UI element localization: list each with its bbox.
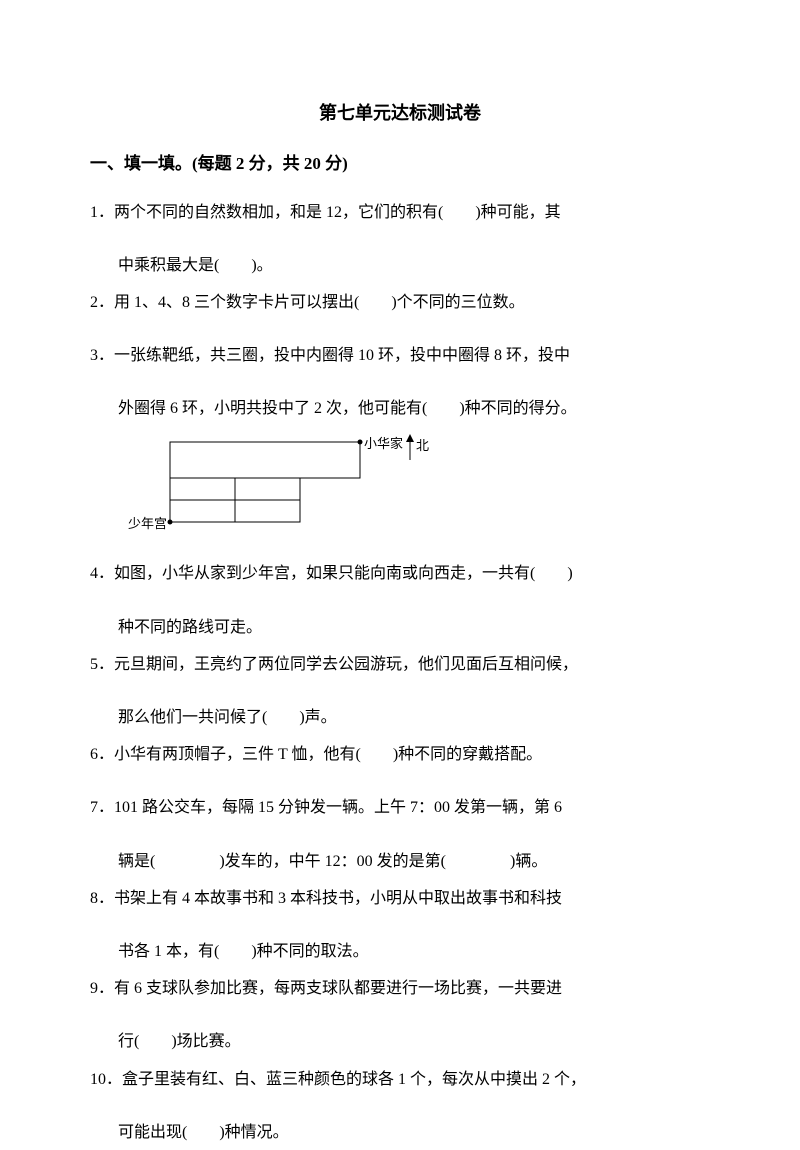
question-1-line-1: 1．两个不同的自然数相加，和是 12，它们的积有( )种可能，其 bbox=[90, 195, 710, 230]
page-title: 第七单元达标测试卷 bbox=[90, 100, 710, 127]
question-6: 6．小华有两顶帽子，三件 T 恤，他有( )种不同的穿戴搭配。 bbox=[90, 737, 710, 772]
question-4-line-1: 4．如图，小华从家到少年宫，如果只能向南或向西走，一共有( ) bbox=[90, 556, 710, 591]
question-10-line-2: 可能出现( )种情况。 bbox=[90, 1115, 710, 1150]
question-3-line-1: 3．一张练靶纸，共三圈，投中内圈得 10 环，投中中圈得 8 环，投中 bbox=[90, 338, 710, 373]
question-5-line-1: 5．元旦期间，王亮约了两位同学去公园游玩，他们见面后互相问候， bbox=[90, 647, 710, 682]
question-8-line-2: 书各 1 本，有( )种不同的取法。 bbox=[90, 934, 710, 969]
label-home: 小华家 bbox=[364, 434, 403, 454]
question-3-line-2: 外圈得 6 环，小明共投中了 2 次，他可能有( )种不同的得分。 bbox=[90, 391, 710, 426]
question-9-line-2: 行( )场比赛。 bbox=[90, 1024, 710, 1059]
question-1-line-2: 中乘积最大是( )。 bbox=[90, 248, 710, 283]
question-4-line-2: 种不同的路线可走。 bbox=[90, 610, 710, 645]
question-10-line-1: 10．盒子里装有红、白、蓝三种颜色的球各 1 个，每次从中摸出 2 个， bbox=[90, 1062, 710, 1097]
diagram-container: 小华家 北 少年宫 bbox=[90, 434, 710, 544]
question-8-line-1: 8．书架上有 4 本故事书和 3 本科技书，小明从中取出故事书和科技 bbox=[90, 881, 710, 916]
question-9-line-1: 9．有 6 支球队参加比赛，每两支球队都要进行一场比赛，一共要进 bbox=[90, 971, 710, 1006]
section-header: 一、填一填。(每题 2 分，共 20 分) bbox=[90, 151, 710, 177]
grid-diagram: 小华家 北 少年宫 bbox=[150, 434, 430, 544]
question-7-line-2: 辆是( )发车的，中午 12：00 发的是第( )辆。 bbox=[90, 844, 710, 879]
question-5-line-2: 那么他们一共问候了( )声。 bbox=[90, 700, 710, 735]
question-7-line-1: 7．101 路公交车，每隔 15 分钟发一辆。上午 7：00 发第一辆，第 6 bbox=[90, 790, 710, 825]
question-2: 2．用 1、4、8 三个数字卡片可以摆出( )个不同的三位数。 bbox=[90, 285, 710, 320]
label-palace: 少年宫 bbox=[128, 514, 167, 534]
label-north: 北 bbox=[416, 436, 429, 456]
